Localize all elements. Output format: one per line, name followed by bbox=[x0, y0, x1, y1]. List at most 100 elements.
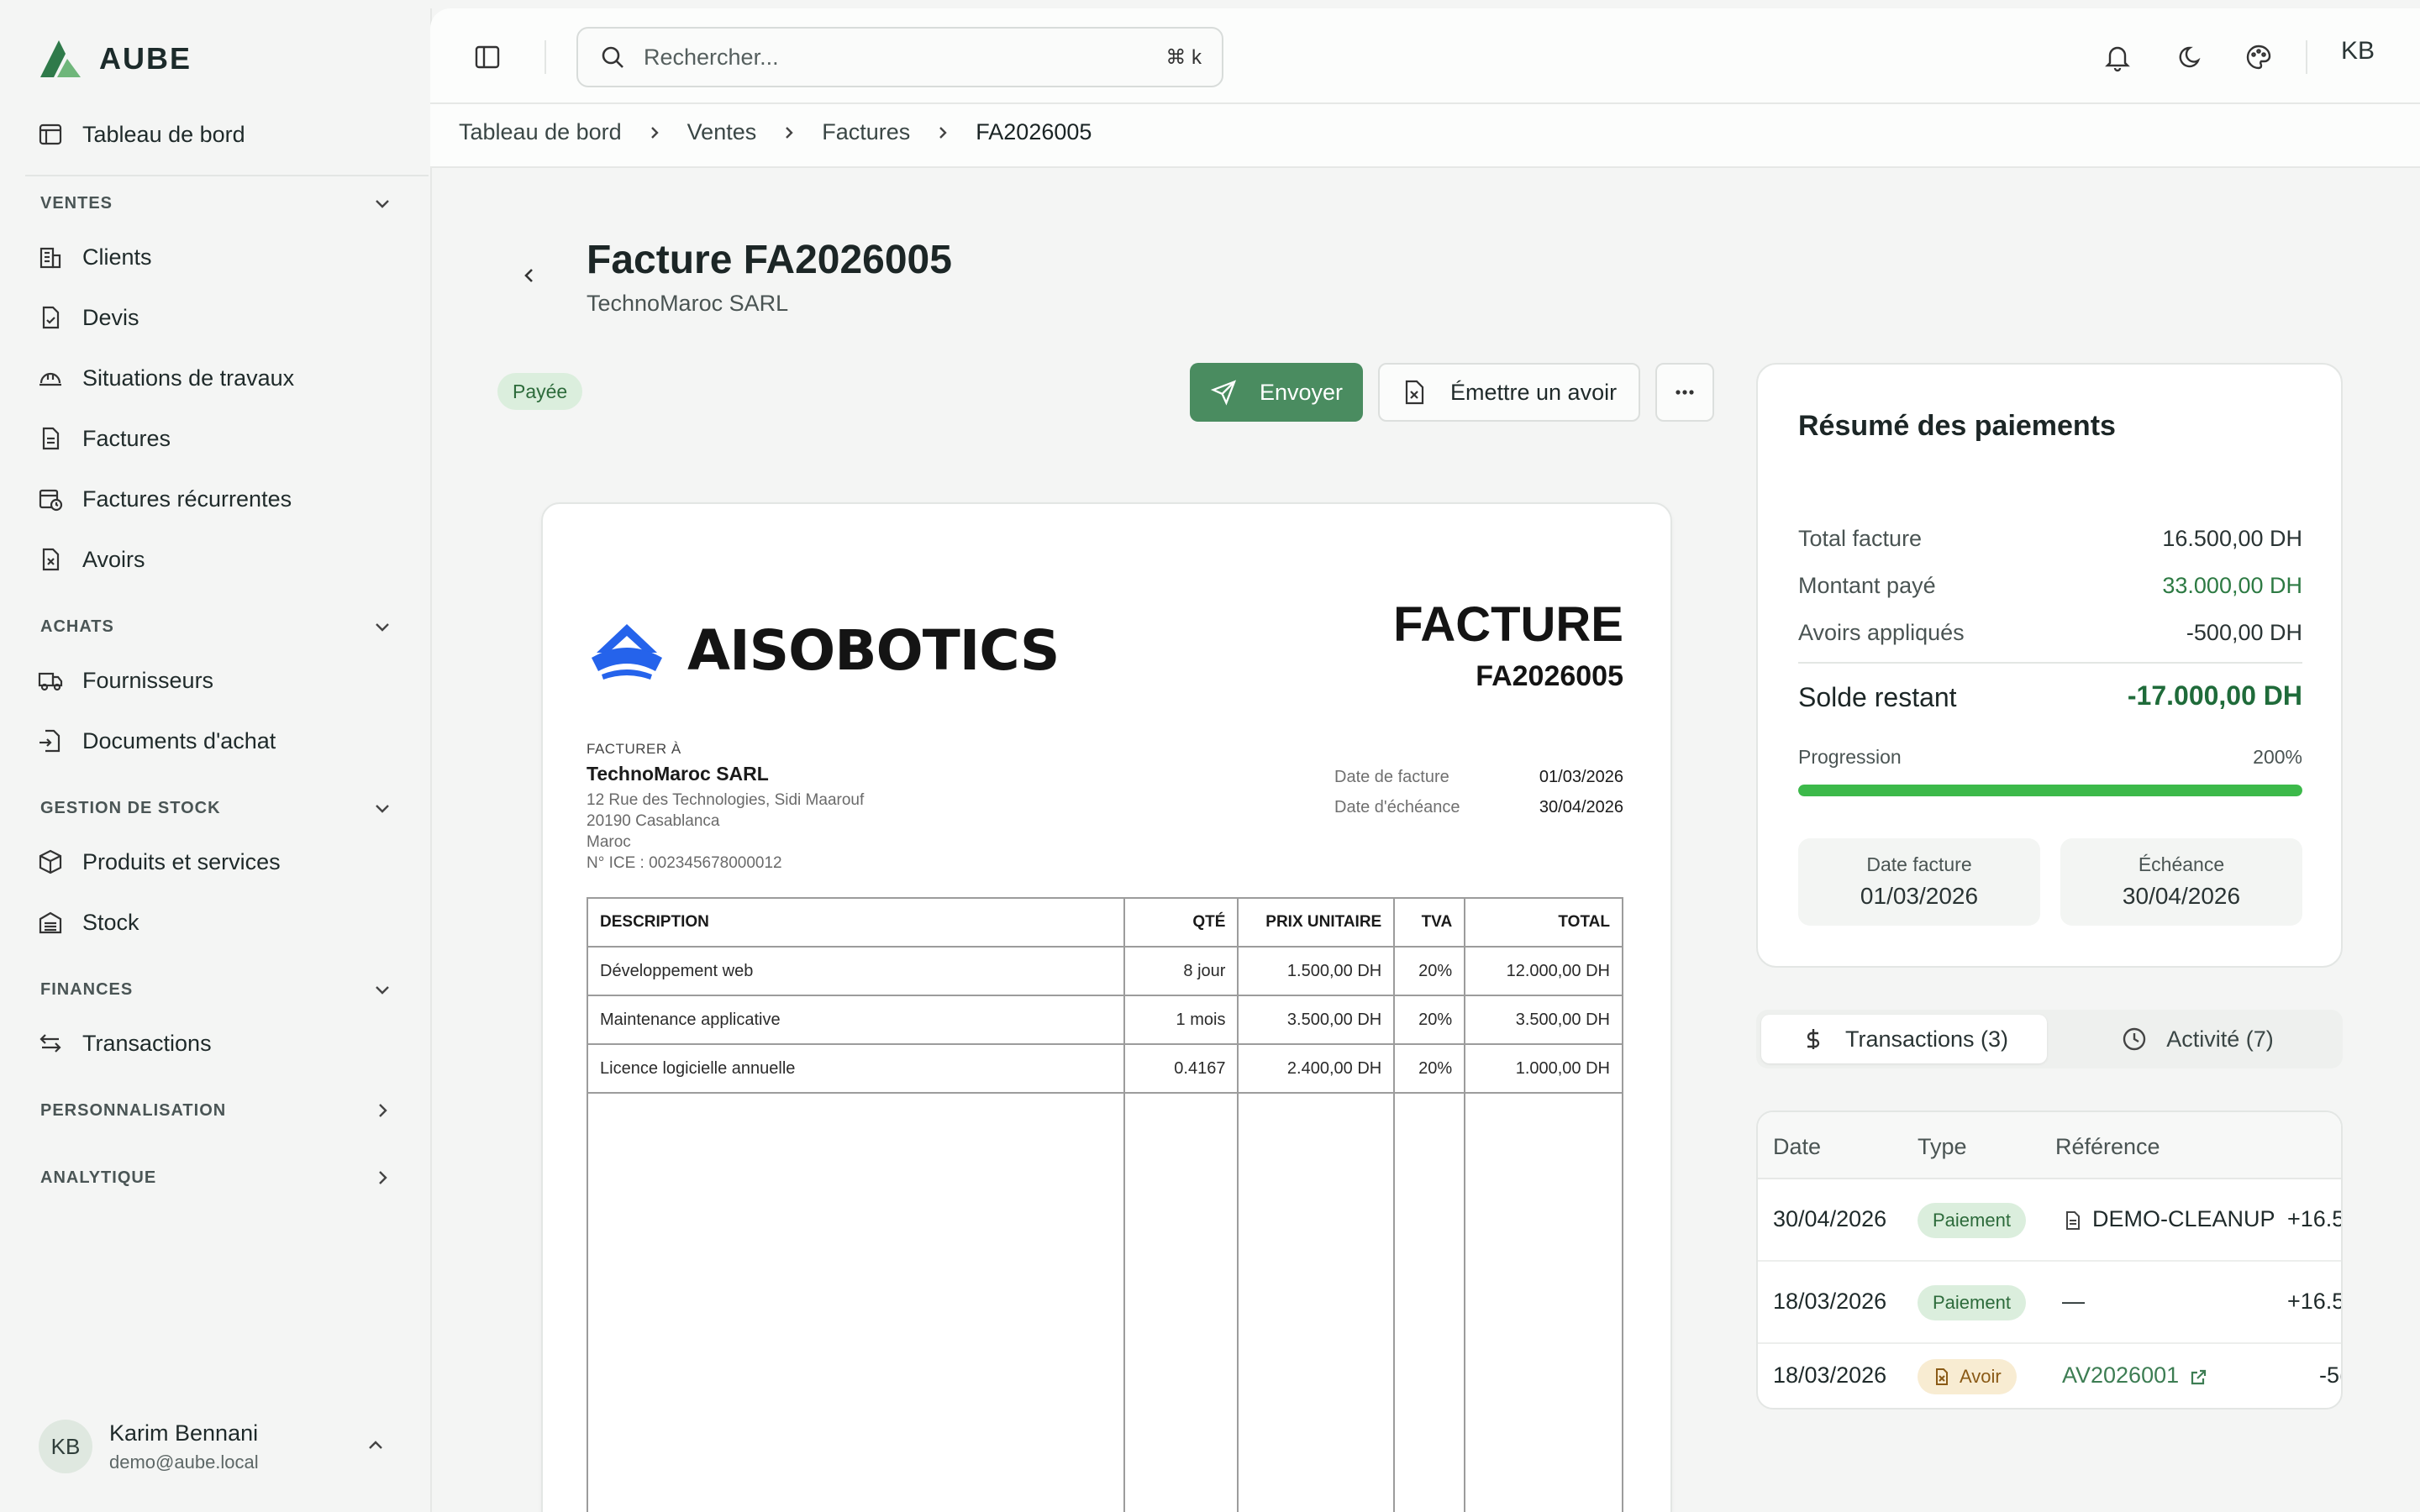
send-label: Envoyer bbox=[1259, 379, 1343, 405]
chevron-down-icon bbox=[376, 623, 389, 632]
breadcrumb-item[interactable]: Tableau de bord bbox=[459, 119, 622, 144]
breadcrumb-item[interactable]: Factures bbox=[822, 119, 911, 144]
bell-icon[interactable] bbox=[2101, 40, 2134, 74]
chevron-up-icon[interactable] bbox=[363, 1433, 388, 1458]
sidebar-item-label: Transactions bbox=[82, 1030, 212, 1056]
back-arrow-icon[interactable] bbox=[516, 262, 543, 289]
chevron-right-icon bbox=[650, 126, 659, 139]
paid-value: 33.000,00 DH bbox=[2162, 573, 2302, 598]
palette-icon[interactable] bbox=[2242, 40, 2275, 74]
invoice-title: FACTURE bbox=[1393, 597, 1623, 652]
tx-reference: DEMO-CLEANUP bbox=[2092, 1206, 2275, 1231]
section-stock[interactable]: GESTION DE STOCK bbox=[40, 791, 393, 825]
sidebar-item-label: Devis bbox=[82, 304, 139, 330]
sidebar-item-avoirs[interactable]: Avoirs bbox=[37, 534, 398, 585]
sidebar-item-factures-recurrentes[interactable]: Factures récurrentes bbox=[37, 474, 398, 524]
sidebar-item-label: Documents d'achat bbox=[82, 727, 276, 753]
breadcrumb-item[interactable]: Ventes bbox=[687, 119, 757, 144]
section-personnalisation[interactable]: PERSONNALISATION bbox=[40, 1094, 393, 1127]
tx-reference-link[interactable]: AV2026001 bbox=[2062, 1362, 2180, 1388]
client-ice: N° ICE : 002345678000012 bbox=[587, 854, 782, 872]
sidebar-item-devis[interactable]: Devis bbox=[37, 292, 398, 343]
user-name: Karim Bennani bbox=[109, 1420, 259, 1446]
tx-date: 18/03/2026 bbox=[1773, 1289, 1887, 1314]
balance-label: Solde restant bbox=[1798, 682, 1957, 712]
sidebar-item-clients[interactable]: Clients bbox=[37, 232, 398, 282]
sidebar-item-transactions[interactable]: Transactions bbox=[37, 1018, 398, 1068]
tile-label: Échéance bbox=[2138, 853, 2225, 875]
sidebar-item-label: Produits et services bbox=[82, 848, 281, 874]
column-header: TOTAL bbox=[1464, 897, 1623, 948]
invoice-number: FA2026005 bbox=[1476, 660, 1623, 692]
progress-label: Progression bbox=[1798, 746, 1902, 768]
calendar-clock-icon bbox=[39, 489, 63, 512]
column-header: DESCRIPTION bbox=[587, 897, 1125, 948]
line-total: 3.500,00 DH bbox=[1464, 995, 1623, 1045]
topbar-divider bbox=[544, 40, 546, 74]
breadcrumb: Tableau de bord Ventes Factures FA202600… bbox=[459, 119, 1092, 145]
line-tva: 20% bbox=[1393, 946, 1466, 996]
page-subtitle: TechnoMaroc SARL bbox=[587, 291, 789, 316]
dollar-icon bbox=[1807, 1029, 1820, 1049]
send-button[interactable]: Envoyer bbox=[1190, 363, 1363, 422]
line-description: Développement web bbox=[587, 946, 1125, 996]
avatar[interactable]: KB bbox=[2341, 37, 2375, 65]
sidebar-item-situations[interactable]: Situations de travaux bbox=[37, 353, 398, 403]
warehouse-icon bbox=[39, 911, 62, 934]
total-label: Total facture bbox=[1798, 526, 1923, 551]
document-text-icon bbox=[2066, 1211, 2080, 1230]
chevron-down-icon bbox=[376, 986, 389, 995]
column-header: Référence bbox=[2055, 1134, 2160, 1159]
search-input[interactable] bbox=[644, 44, 1150, 71]
user-profile[interactable]: KB Karim Bennani demo@aube.local bbox=[39, 1420, 259, 1473]
tab-label: Transactions (3) bbox=[1844, 1026, 2009, 1052]
more-actions-button[interactable] bbox=[1655, 363, 1714, 422]
sidebar-item-stock[interactable]: Stock bbox=[37, 897, 398, 948]
sidebar-item-label: Avoirs bbox=[82, 546, 145, 572]
table-row[interactable]: 18/03/2026 Paiement — +16.5( bbox=[1758, 1262, 2341, 1344]
clock-icon bbox=[2123, 1027, 2146, 1051]
external-link-icon[interactable] bbox=[2188, 1368, 2208, 1388]
invoice-due-label: Date d'échéance bbox=[1334, 798, 1460, 816]
sidebar-item-dashboard[interactable]: Tableau de bord bbox=[37, 109, 398, 160]
tab-transactions[interactable]: Transactions (3) bbox=[1761, 1015, 2047, 1063]
moon-icon[interactable] bbox=[2175, 40, 2208, 74]
section-label: PERSONNALISATION bbox=[40, 1100, 227, 1120]
company-logo-icon bbox=[592, 623, 662, 680]
line-unit-price: 2.400,00 DH bbox=[1237, 1043, 1396, 1094]
progress-fill bbox=[1798, 785, 2302, 796]
hard-hat-icon bbox=[39, 372, 61, 386]
tab-activity[interactable]: Activité (7) bbox=[2059, 1015, 2336, 1063]
client-address-line: 12 Rue des Technologies, Sidi Maarouf bbox=[587, 791, 865, 809]
search-bar[interactable]: ⌘ k bbox=[576, 27, 1223, 87]
document-check-icon bbox=[42, 306, 60, 329]
topbar-divider bbox=[2306, 40, 2307, 74]
sidebar: AUBE Tableau de bord VENTES Clients Devi… bbox=[0, 0, 429, 1512]
breadcrumb-current: FA2026005 bbox=[976, 119, 1092, 144]
section-analytique[interactable]: ANALYTIQUE bbox=[40, 1161, 393, 1194]
table-row[interactable]: 18/03/2026 Avoir AV2026001 -5( bbox=[1758, 1344, 2341, 1408]
sidebar-item-documents-achat[interactable]: Documents d'achat bbox=[37, 716, 398, 766]
table-header-row: Date Type Référence bbox=[1758, 1112, 2341, 1179]
send-icon bbox=[1210, 380, 1237, 406]
arrows-exchange-icon bbox=[39, 1034, 61, 1053]
section-finances[interactable]: FINANCES bbox=[40, 973, 393, 1006]
section-label: ANALYTIQUE bbox=[40, 1168, 157, 1187]
table-row: Maintenance applicative 1 mois 3.500,00 … bbox=[587, 995, 1623, 1045]
chevron-down-icon bbox=[376, 805, 389, 813]
sidebar-item-produits[interactable]: Produits et services bbox=[37, 837, 398, 887]
table-row[interactable]: 30/04/2026 Paiement DEMO-CLEANUP +16.5( bbox=[1758, 1179, 2341, 1262]
issue-credit-button[interactable]: Émettre un avoir bbox=[1378, 363, 1640, 422]
tx-date: 18/03/2026 bbox=[1773, 1362, 1887, 1388]
sidebar-toggle-icon[interactable] bbox=[471, 40, 504, 74]
empty-cell bbox=[1237, 1092, 1396, 1512]
sidebar-item-fournisseurs[interactable]: Fournisseurs bbox=[37, 655, 398, 706]
tx-type-badge: Avoir bbox=[1918, 1359, 2017, 1394]
sidebar-item-factures[interactable]: Factures bbox=[37, 413, 398, 464]
section-ventes[interactable]: VENTES bbox=[40, 186, 393, 220]
package-icon bbox=[39, 849, 62, 874]
section-achats[interactable]: ACHATS bbox=[40, 610, 393, 643]
brand[interactable]: AUBE bbox=[37, 37, 192, 81]
paid-label: Montant payé bbox=[1798, 573, 1936, 598]
invoice-date-value: 01/03/2026 bbox=[1539, 768, 1623, 786]
